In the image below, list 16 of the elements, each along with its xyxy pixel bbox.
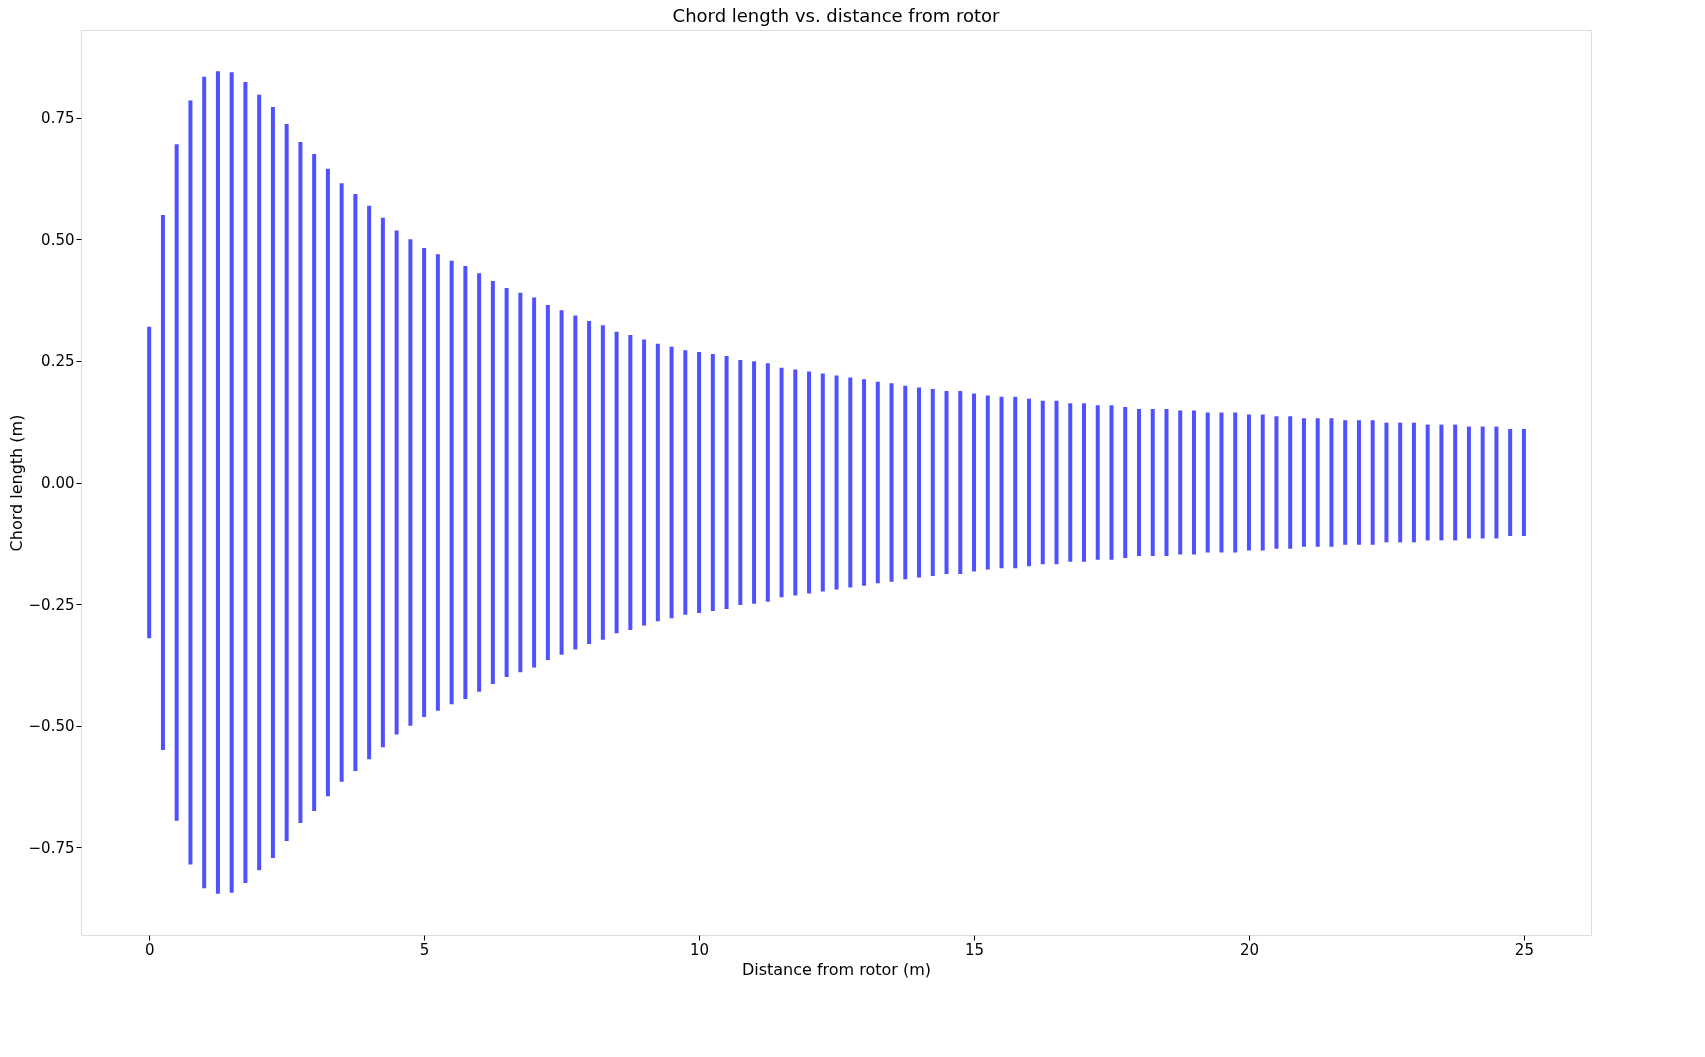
chart-title: Chord length vs. distance from rotor: [672, 5, 1001, 26]
x-tick-label: 10: [690, 940, 710, 959]
y-tick-label: 0.00: [41, 474, 75, 492]
y-tick-label: −0.50: [28, 717, 75, 736]
x-tick-label: 25: [1514, 940, 1534, 959]
y-tick-label: −0.25: [28, 595, 75, 614]
y-axis-title: Chord length (m): [6, 414, 26, 552]
x-tick-label: 20: [1239, 940, 1260, 959]
y-tick-label: 0.50: [41, 230, 75, 249]
x-tick-label: 0: [144, 940, 155, 959]
x-axis-title: Distance from rotor (m): [741, 959, 932, 979]
x-tick-label: 15: [964, 940, 985, 959]
y-tick-label: 0.25: [41, 352, 75, 371]
y-tick-label: −0.75: [28, 838, 75, 857]
x-tick-label: 5: [419, 940, 430, 959]
y-tick-label: 0.75: [41, 109, 75, 128]
